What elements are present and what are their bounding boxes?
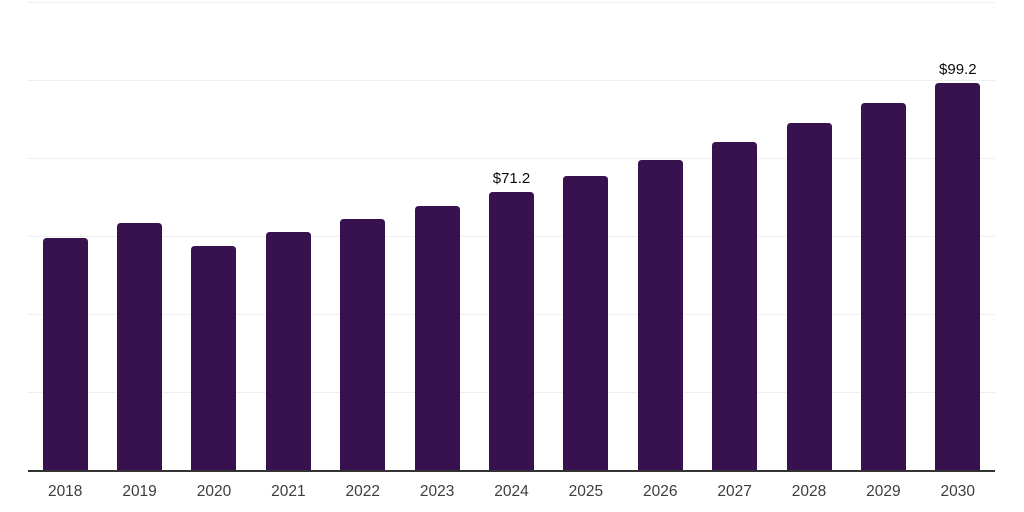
gridline-y120	[28, 1, 995, 3]
bar-2024	[489, 192, 534, 470]
bar-2025	[563, 176, 609, 470]
bar-2021	[265, 231, 311, 470]
bar-2020	[191, 245, 237, 470]
bar-2029	[860, 103, 906, 470]
bar-2027	[712, 142, 758, 470]
x-tick-2028: 2028	[791, 483, 827, 500]
x-tick-2029: 2029	[866, 483, 901, 500]
x-tick-2026: 2026	[643, 483, 678, 500]
x-tick-2021: 2021	[271, 483, 306, 500]
x-tick-2019: 2019	[122, 483, 157, 500]
x-tick-2024: 2024	[494, 483, 529, 500]
bar-2023	[414, 206, 460, 470]
x-tick-2020: 2020	[196, 483, 232, 500]
x-tick-2018: 2018	[47, 483, 83, 500]
x-tick-2023: 2023	[419, 483, 455, 500]
bar-2028	[786, 123, 832, 470]
bar-2026	[637, 159, 683, 470]
gridline-y100	[28, 79, 995, 81]
x-tick-2027: 2027	[717, 483, 752, 500]
x-tick-2025: 2025	[568, 483, 604, 500]
bar-2018	[42, 238, 88, 470]
value-label-2030: $99.2	[939, 60, 977, 78]
value-label-2024: $71.2	[492, 170, 531, 188]
bar-2030	[935, 82, 981, 470]
bar-2019	[117, 222, 163, 470]
gridline-y80	[28, 157, 995, 159]
x-tick-2022: 2022	[345, 483, 380, 500]
x-axis-line	[28, 470, 995, 472]
x-tick-2030: 2030	[940, 483, 976, 500]
bar-2022	[340, 219, 386, 470]
